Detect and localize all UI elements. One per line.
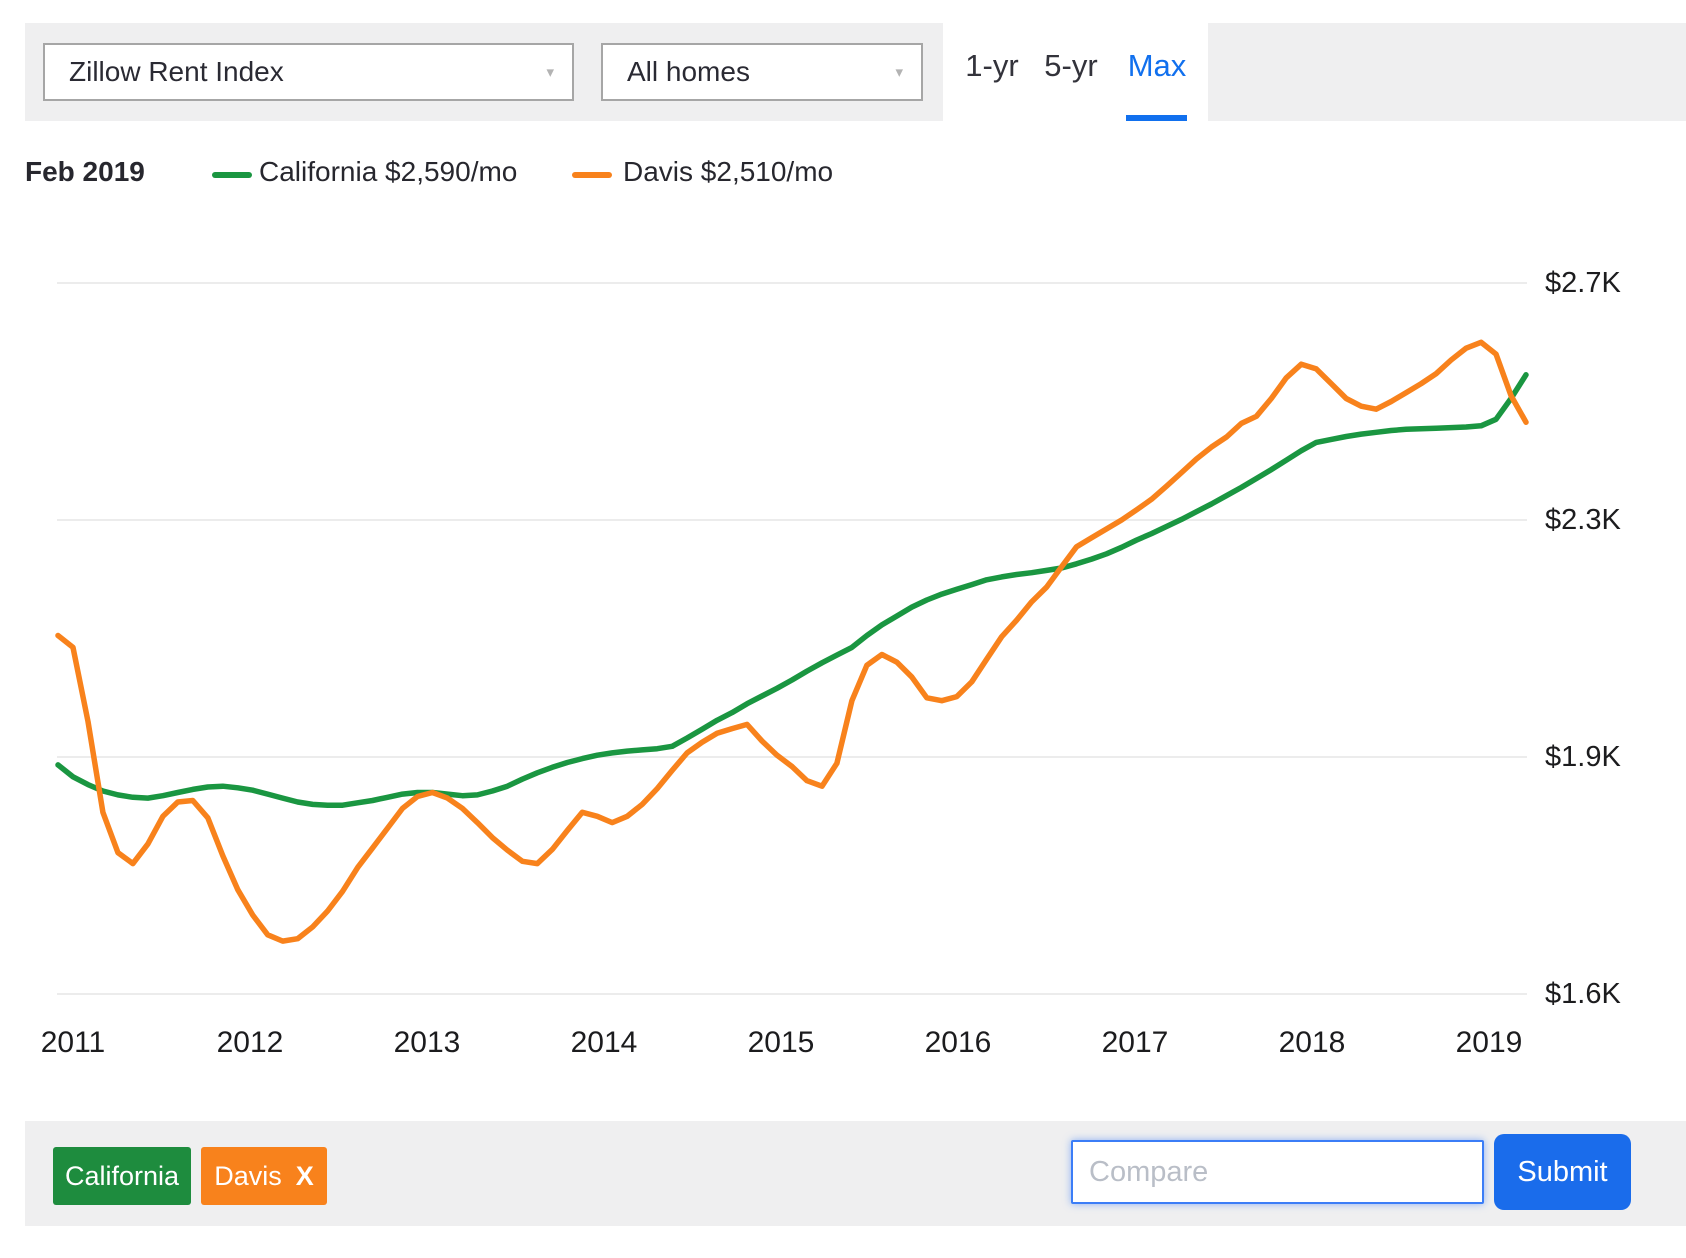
x-axis-label: 2018 — [1278, 1026, 1346, 1059]
california-series-dash-icon — [212, 172, 252, 178]
davis-series-dash-icon — [572, 172, 612, 178]
davis-chip-label: Davis — [214, 1160, 282, 1191]
california-chip-label: California — [64, 1160, 180, 1191]
time-range-tabs: 1-yr 5-yr Max — [943, 10, 1208, 121]
y-axis-label: $2.7K — [1545, 267, 1621, 299]
tab-1yr[interactable]: 1-yr — [957, 10, 1027, 121]
x-axis-label: 2011 — [40, 1026, 106, 1059]
y-axis-label: $1.9K — [1545, 741, 1621, 773]
x-axis-label: 2017 — [1101, 1026, 1169, 1059]
chart-hover-area[interactable] — [57, 255, 1527, 995]
x-axis-label: 2016 — [924, 1026, 992, 1059]
top-control-bar: Zillow Rent Index ▾ All homes ▾ 1-yr 5-y… — [25, 10, 1686, 121]
home-type-dropdown[interactable]: All homes ▾ — [601, 43, 923, 101]
y-axis-label: $2.3K — [1545, 504, 1621, 536]
x-axis-label: 2019 — [1455, 1026, 1523, 1059]
california-legend-label: California $2,590/mo — [259, 156, 518, 187]
active-tab-indicator — [1126, 115, 1187, 121]
home-type-dropdown-value: All homes — [627, 56, 750, 87]
tab-5yr[interactable]: 5-yr — [1036, 10, 1106, 121]
compare-input[interactable] — [1071, 1140, 1484, 1204]
chevron-down-icon: ▾ — [546, 64, 554, 81]
x-axis-label: 2015 — [747, 1026, 815, 1059]
x-axis-label: 2014 — [570, 1026, 638, 1059]
x-axis-label: 2013 — [393, 1026, 461, 1059]
x-axis-label: 2012 — [216, 1026, 284, 1059]
remove-davis-icon[interactable]: X — [295, 1160, 314, 1191]
y-axis-label: $1.6K — [1545, 978, 1621, 1010]
metric-dropdown-value: Zillow Rent Index — [69, 56, 284, 87]
davis-chip[interactable]: Davis X — [201, 1147, 327, 1205]
davis-legend-label: Davis $2,510/mo — [623, 156, 834, 187]
metric-dropdown[interactable]: Zillow Rent Index ▾ — [43, 43, 574, 101]
hover-date-label: Feb 2019 — [25, 156, 145, 187]
compare-bar: California Davis X Submit — [25, 1121, 1686, 1226]
chevron-down-icon: ▾ — [895, 64, 903, 81]
california-chip[interactable]: California — [53, 1147, 191, 1205]
tab-max[interactable]: Max — [1122, 10, 1192, 121]
submit-button[interactable]: Submit — [1494, 1134, 1631, 1210]
